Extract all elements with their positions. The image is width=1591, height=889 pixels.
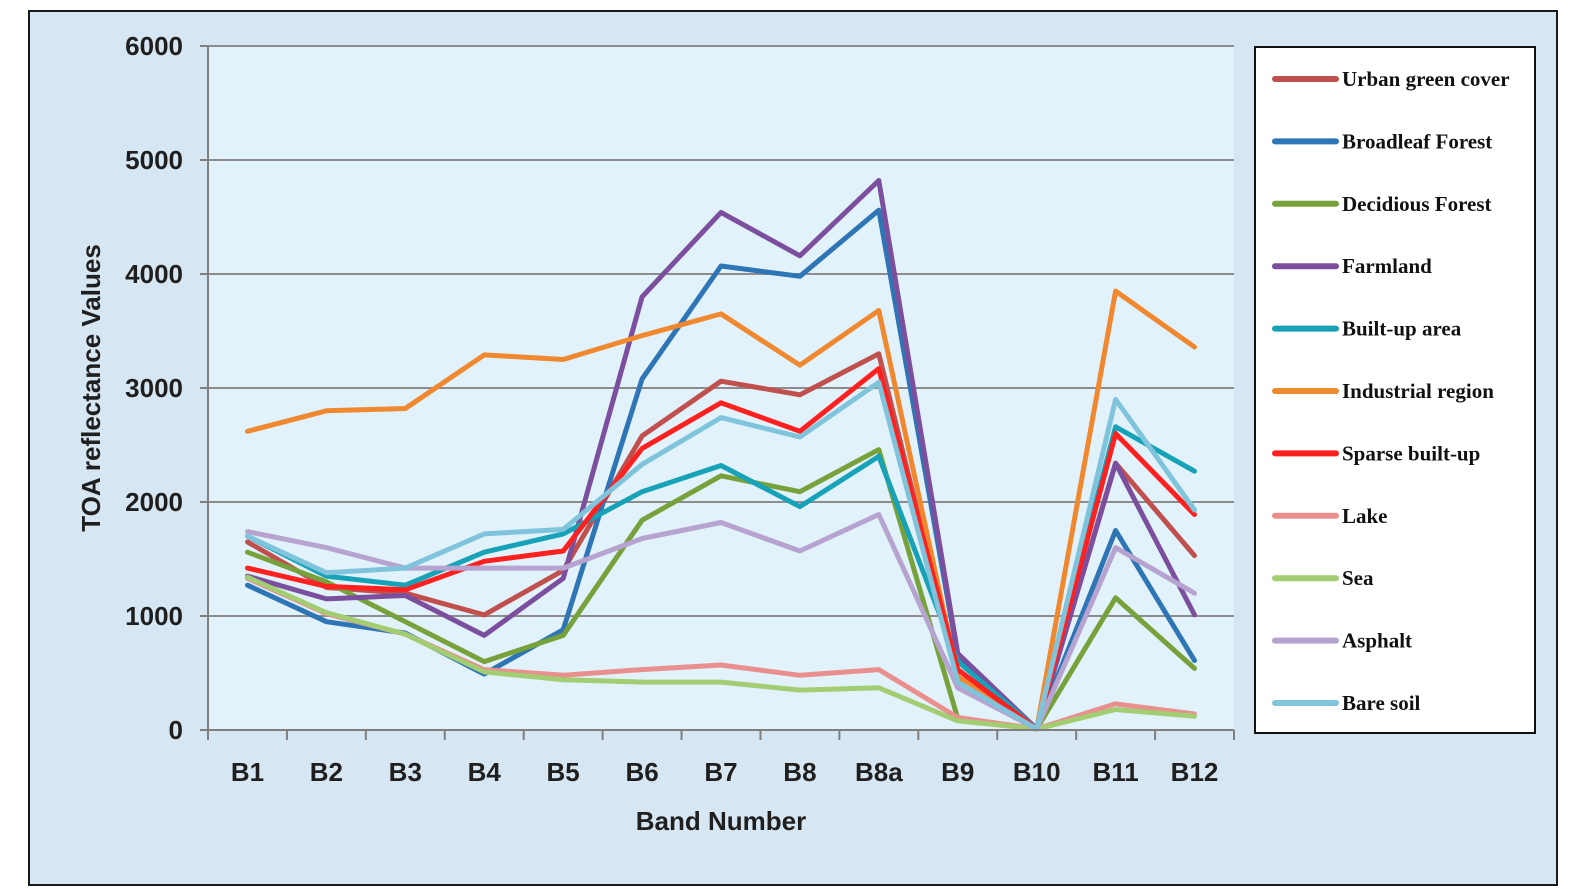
x-tick-label: B1 bbox=[231, 757, 264, 787]
x-tick-label: B3 bbox=[389, 757, 422, 787]
legend-item: Asphalt bbox=[1272, 629, 1412, 653]
y-tick-label: 2000 bbox=[125, 487, 183, 517]
y-tick-label: 4000 bbox=[125, 259, 183, 289]
y-tick-label: 3000 bbox=[125, 373, 183, 403]
x-tick-label: B8 bbox=[783, 757, 816, 787]
y-tick-label: 6000 bbox=[125, 31, 183, 61]
x-tick-label: B4 bbox=[468, 757, 502, 787]
legend-label: Farmland bbox=[1342, 254, 1432, 278]
legend-item: Farmland bbox=[1272, 254, 1432, 278]
x-tick-label: B10 bbox=[1013, 757, 1061, 787]
axes bbox=[207, 46, 1235, 740]
x-tick-label: B9 bbox=[941, 757, 974, 787]
legend-label: Lake bbox=[1342, 504, 1388, 528]
x-tick-label: B5 bbox=[547, 757, 580, 787]
y-tick-label: 0 bbox=[169, 715, 183, 745]
x-tick-label: B8a bbox=[855, 757, 903, 787]
legend-label: Sea bbox=[1342, 566, 1374, 590]
x-tick-labels: B1 B2 B3 B4 B5 B6 B7 B8 B8a B9 B10 B11 B12 bbox=[231, 757, 1219, 787]
legend-label: Urban green cover bbox=[1342, 67, 1510, 91]
legend-label: Decidious Forest bbox=[1342, 192, 1492, 216]
series-lines bbox=[245, 178, 1197, 732]
legend-label: Bare soil bbox=[1342, 691, 1421, 715]
y-tick-labels: 0 1000 2000 3000 4000 5000 6000 bbox=[125, 31, 183, 745]
legend-item: Built-up area bbox=[1272, 317, 1462, 341]
legend: Urban green cover Broadleaf Forest Decidio… bbox=[1254, 46, 1536, 734]
legend-item: Bare soil bbox=[1272, 691, 1421, 715]
legend-item: Sparse built-up bbox=[1272, 441, 1480, 465]
y-tick-label: 1000 bbox=[125, 601, 183, 631]
legend-items: Urban green cover Broadleaf Forest Decidio… bbox=[1272, 67, 1510, 715]
legend-item: Industrial region bbox=[1272, 379, 1494, 403]
legend-item: Decidious Forest bbox=[1272, 192, 1492, 216]
x-tick-label: B12 bbox=[1171, 757, 1219, 787]
x-tick-label: B7 bbox=[704, 757, 737, 787]
legend-item: Sea bbox=[1272, 566, 1374, 590]
series-line-bare-soil bbox=[245, 379, 1197, 732]
x-tick-label: B11 bbox=[1092, 757, 1138, 787]
legend-item: Urban green cover bbox=[1272, 67, 1510, 91]
legend-label: Industrial region bbox=[1342, 379, 1494, 403]
x-axis-title: Band Number bbox=[636, 806, 806, 836]
legend-label: Sparse built-up bbox=[1342, 441, 1480, 465]
legend-item: Lake bbox=[1272, 504, 1388, 528]
legend-label: Built-up area bbox=[1342, 317, 1462, 341]
legend-label: Asphalt bbox=[1342, 629, 1412, 653]
x-tick-label: B2 bbox=[310, 757, 343, 787]
legend-label: Broadleaf Forest bbox=[1342, 129, 1492, 153]
y-tick-label: 5000 bbox=[125, 145, 183, 175]
x-tick-label: B6 bbox=[625, 757, 658, 787]
y-axis-title: TOA reflectance Values bbox=[76, 244, 106, 532]
gridlines bbox=[200, 45, 1234, 731]
legend-item: Broadleaf Forest bbox=[1272, 129, 1492, 153]
